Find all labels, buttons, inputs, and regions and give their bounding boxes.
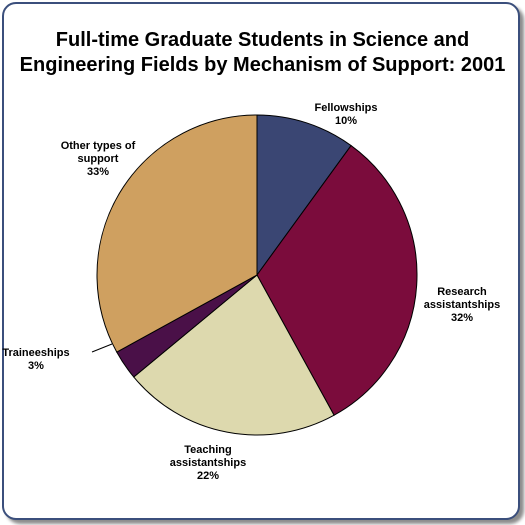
pie-slice-other-types-of-support [96, 114, 258, 353]
pie-slice-research-assistantships [256, 144, 418, 416]
slice-name-label: Teaching [184, 444, 231, 456]
slice-name-label: Research [437, 286, 487, 298]
slice-value-label: 33% [87, 166, 109, 178]
traineeships-leader-line [91, 343, 113, 353]
chart-title-line-1: Full-time Graduate Students in Science a… [55, 29, 470, 51]
slice-label-fellowships: Fellowships 10% [315, 102, 378, 127]
slice-name-label: support [78, 153, 119, 165]
slice-name-label: Other types of [61, 140, 136, 152]
slice-value-label: 3% [28, 360, 44, 372]
slice-label-teaching-assistantships: Teaching assistantships 22% [170, 444, 246, 482]
slice-name-label: Traineeships [2, 347, 69, 359]
slice-value-label: 22% [197, 470, 219, 482]
pie-slice-fellowships [256, 114, 352, 277]
slice-label-other-types-of-support: Other types of support 33% [61, 140, 136, 178]
slice-name-label: assistantships [424, 299, 500, 311]
slice-label-research-assistantships: Research assistantships 32% [424, 286, 500, 324]
slice-value-label: 32% [451, 312, 473, 324]
pie-slice-teaching-assistantships [133, 274, 335, 436]
slice-value-label: 10% [335, 115, 357, 127]
slice-label-traineeships: Traineeships 3% [2, 347, 69, 372]
chart-title: Full-time Graduate Students in Science a… [0, 28, 525, 78]
slice-name-label: assistantships [170, 457, 246, 469]
chart-title-line-2: Engineering Fields by Mechanism of Suppo… [19, 54, 506, 76]
slice-name-label: Fellowships [315, 102, 378, 114]
